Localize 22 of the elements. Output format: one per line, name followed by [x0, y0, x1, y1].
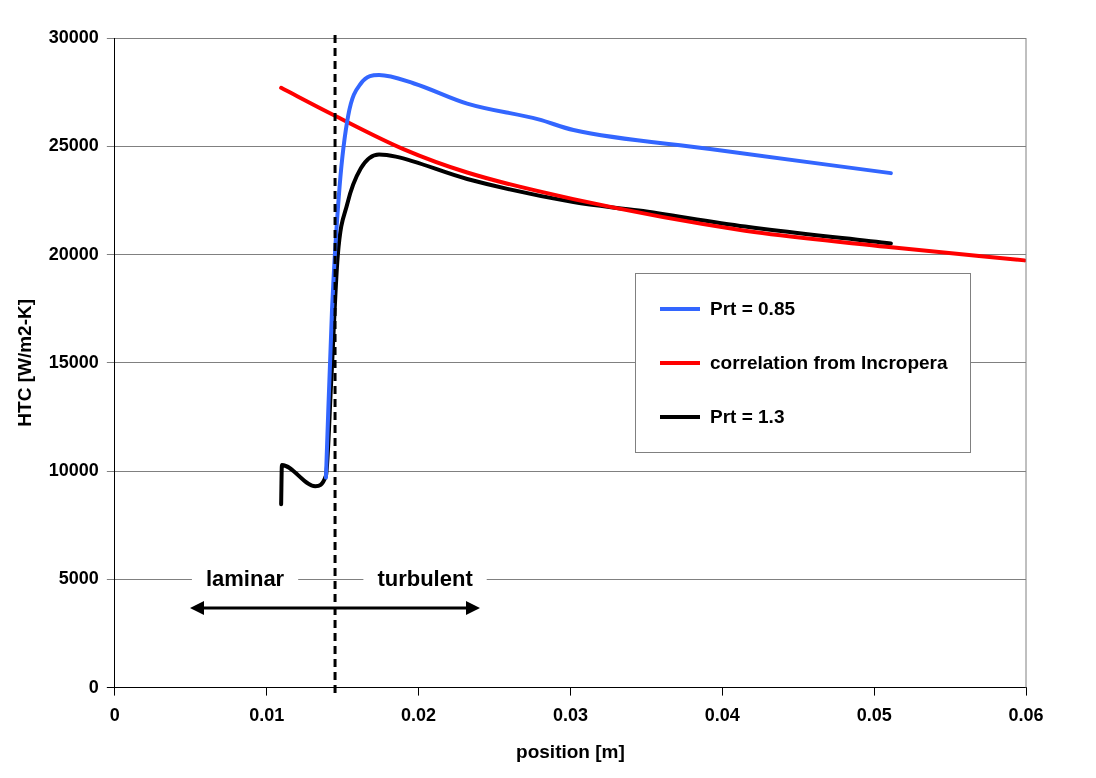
y-tick-label: 0 — [88, 676, 99, 697]
line-series — [279, 85, 1026, 263]
x-axis-title: position [m] — [516, 740, 625, 762]
y-tick-label: 5000 — [58, 568, 99, 589]
x-tick-label: 0.04 — [704, 705, 740, 726]
x-tick-label: 0.06 — [1008, 705, 1044, 726]
annotation: turbulent — [377, 566, 474, 592]
y-axis-title: HTC [W/m2-K] — [13, 298, 35, 427]
legend-label: correlation from Incropera — [710, 351, 948, 374]
x-tick-label: 0.03 — [552, 705, 588, 726]
x-tick-label: 0.02 — [401, 705, 437, 726]
y-tick-label: 30000 — [48, 26, 99, 47]
legend-label: Prt = 1.3 — [710, 405, 785, 428]
legend-label: Prt = 0.85 — [710, 297, 796, 320]
x-tick-label: 0.05 — [856, 705, 892, 726]
y-tick-label: 10000 — [48, 460, 99, 481]
x-tick-label: 0 — [109, 705, 120, 726]
x-tick-label: 0.01 — [249, 705, 285, 726]
y-tick-label: 20000 — [48, 243, 99, 264]
annotation: laminar — [205, 566, 285, 592]
y-tick-label: 15000 — [48, 351, 99, 372]
y-tick-label: 25000 — [48, 135, 99, 156]
